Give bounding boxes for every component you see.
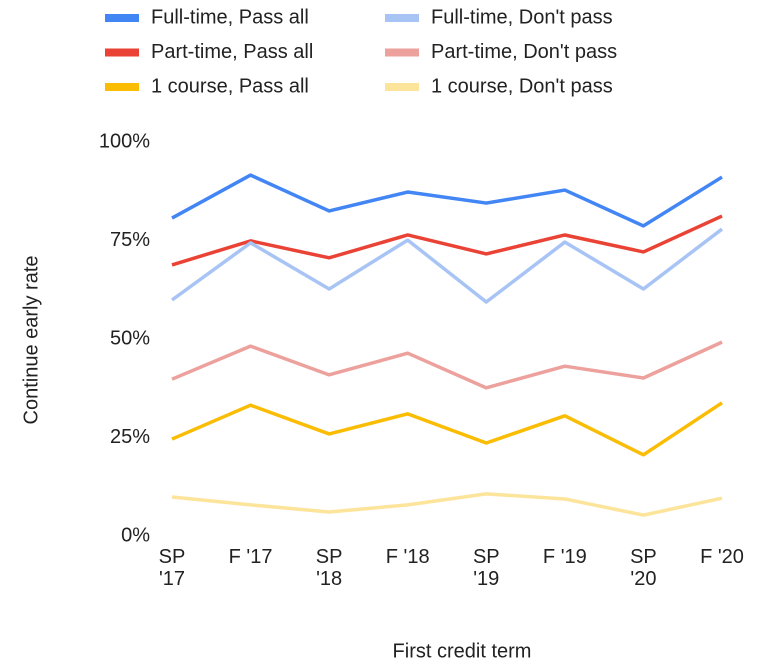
- line-series: [171, 214, 723, 267]
- legend-label: Part-time, Don't pass: [431, 41, 617, 63]
- y-tick-label: 75%: [110, 229, 150, 251]
- legend-label: Full-time, Don't pass: [431, 6, 613, 28]
- legend-swatch: [385, 83, 419, 91]
- legend-swatch: [385, 14, 419, 22]
- y-tick-label: 50%: [110, 327, 150, 349]
- y-axis-label: Continue early rate: [20, 256, 42, 425]
- line-series: [171, 401, 723, 457]
- legend-swatch: [105, 48, 139, 57]
- line-series: [170, 227, 724, 304]
- legend-swatch: [385, 48, 419, 57]
- legend-label: 1 course, Pass all: [151, 75, 309, 97]
- legend-label: 1 course, Don't pass: [431, 75, 613, 97]
- legend-swatch: [105, 14, 139, 22]
- y-tick-label: 100%: [99, 130, 150, 152]
- x-tick-label: F '20: [700, 546, 744, 568]
- legend-label: Full-time, Pass all: [151, 6, 309, 28]
- legend-label: Part-time, Pass all: [151, 41, 313, 63]
- y-tick-label: 25%: [110, 426, 150, 448]
- x-tick-label: SP '20: [630, 546, 657, 590]
- x-tick-label: SP '19: [472, 546, 500, 590]
- y-tick-label: 0%: [121, 524, 150, 546]
- x-axis-label: First credit term: [393, 640, 532, 662]
- x-tick-label: F '18: [385, 546, 430, 568]
- line-series: [171, 173, 723, 228]
- x-tick-label: F '17: [228, 546, 273, 568]
- x-tick-label: F '19: [542, 546, 587, 568]
- x-tick-label: SP '17: [158, 546, 186, 590]
- x-tick-label: SP '18: [315, 546, 343, 590]
- line-series: [171, 492, 723, 517]
- line-series: [171, 340, 723, 390]
- legend-swatch: [105, 83, 139, 91]
